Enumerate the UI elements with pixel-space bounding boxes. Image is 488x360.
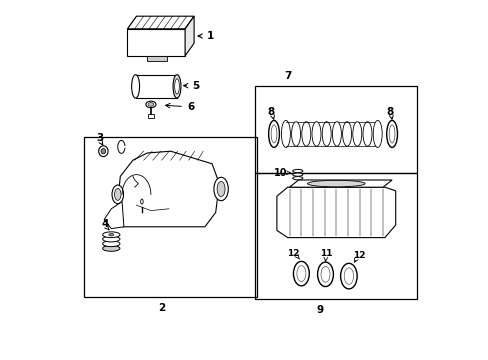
Text: 12: 12 — [353, 251, 365, 260]
Ellipse shape — [292, 173, 302, 176]
Ellipse shape — [344, 268, 353, 284]
Ellipse shape — [322, 122, 330, 146]
Ellipse shape — [372, 120, 382, 148]
Ellipse shape — [301, 122, 310, 146]
Ellipse shape — [213, 177, 228, 201]
Polygon shape — [185, 16, 194, 56]
Ellipse shape — [141, 199, 143, 204]
Text: 1: 1 — [198, 31, 214, 41]
Ellipse shape — [386, 120, 397, 148]
Text: 3: 3 — [96, 132, 103, 143]
Bar — [135, 75, 177, 98]
Ellipse shape — [292, 176, 302, 180]
Text: 10: 10 — [273, 168, 286, 178]
Ellipse shape — [332, 122, 341, 146]
Ellipse shape — [292, 169, 302, 173]
Bar — [148, 114, 153, 118]
Bar — [255, 86, 416, 173]
Bar — [255, 173, 416, 299]
Text: 8: 8 — [386, 107, 393, 117]
Ellipse shape — [114, 189, 121, 200]
Polygon shape — [127, 29, 185, 56]
Polygon shape — [104, 202, 123, 229]
Ellipse shape — [268, 120, 279, 148]
Ellipse shape — [174, 79, 179, 94]
Ellipse shape — [342, 122, 351, 146]
Ellipse shape — [291, 122, 300, 146]
Ellipse shape — [281, 120, 290, 148]
Ellipse shape — [173, 75, 181, 98]
Text: 5: 5 — [183, 81, 199, 91]
Ellipse shape — [270, 125, 276, 143]
Ellipse shape — [307, 180, 365, 187]
Ellipse shape — [102, 232, 120, 238]
Ellipse shape — [108, 234, 114, 236]
Ellipse shape — [102, 246, 120, 251]
Ellipse shape — [99, 146, 108, 157]
Polygon shape — [276, 187, 395, 238]
Ellipse shape — [101, 149, 105, 154]
Text: 12: 12 — [286, 249, 299, 258]
Text: 8: 8 — [267, 107, 275, 117]
Ellipse shape — [145, 101, 156, 108]
Text: 9: 9 — [316, 305, 323, 315]
Ellipse shape — [102, 236, 120, 242]
Text: 11: 11 — [319, 249, 331, 258]
Ellipse shape — [311, 122, 320, 146]
Ellipse shape — [293, 261, 309, 286]
Text: 6: 6 — [165, 102, 194, 112]
Ellipse shape — [340, 264, 356, 289]
Text: 7: 7 — [284, 71, 291, 81]
Ellipse shape — [148, 103, 153, 106]
Ellipse shape — [352, 122, 361, 146]
Ellipse shape — [362, 122, 371, 146]
Ellipse shape — [296, 266, 305, 282]
Ellipse shape — [102, 241, 120, 247]
Polygon shape — [289, 180, 391, 187]
Ellipse shape — [388, 125, 394, 143]
Polygon shape — [118, 151, 219, 227]
Ellipse shape — [217, 181, 224, 197]
Text: 4: 4 — [101, 219, 108, 229]
Polygon shape — [127, 16, 194, 29]
Bar — [84, 137, 257, 297]
Ellipse shape — [320, 266, 329, 282]
Bar — [147, 56, 167, 61]
Ellipse shape — [317, 262, 333, 287]
Text: 2: 2 — [158, 303, 165, 313]
Ellipse shape — [112, 185, 123, 204]
Ellipse shape — [131, 75, 139, 98]
